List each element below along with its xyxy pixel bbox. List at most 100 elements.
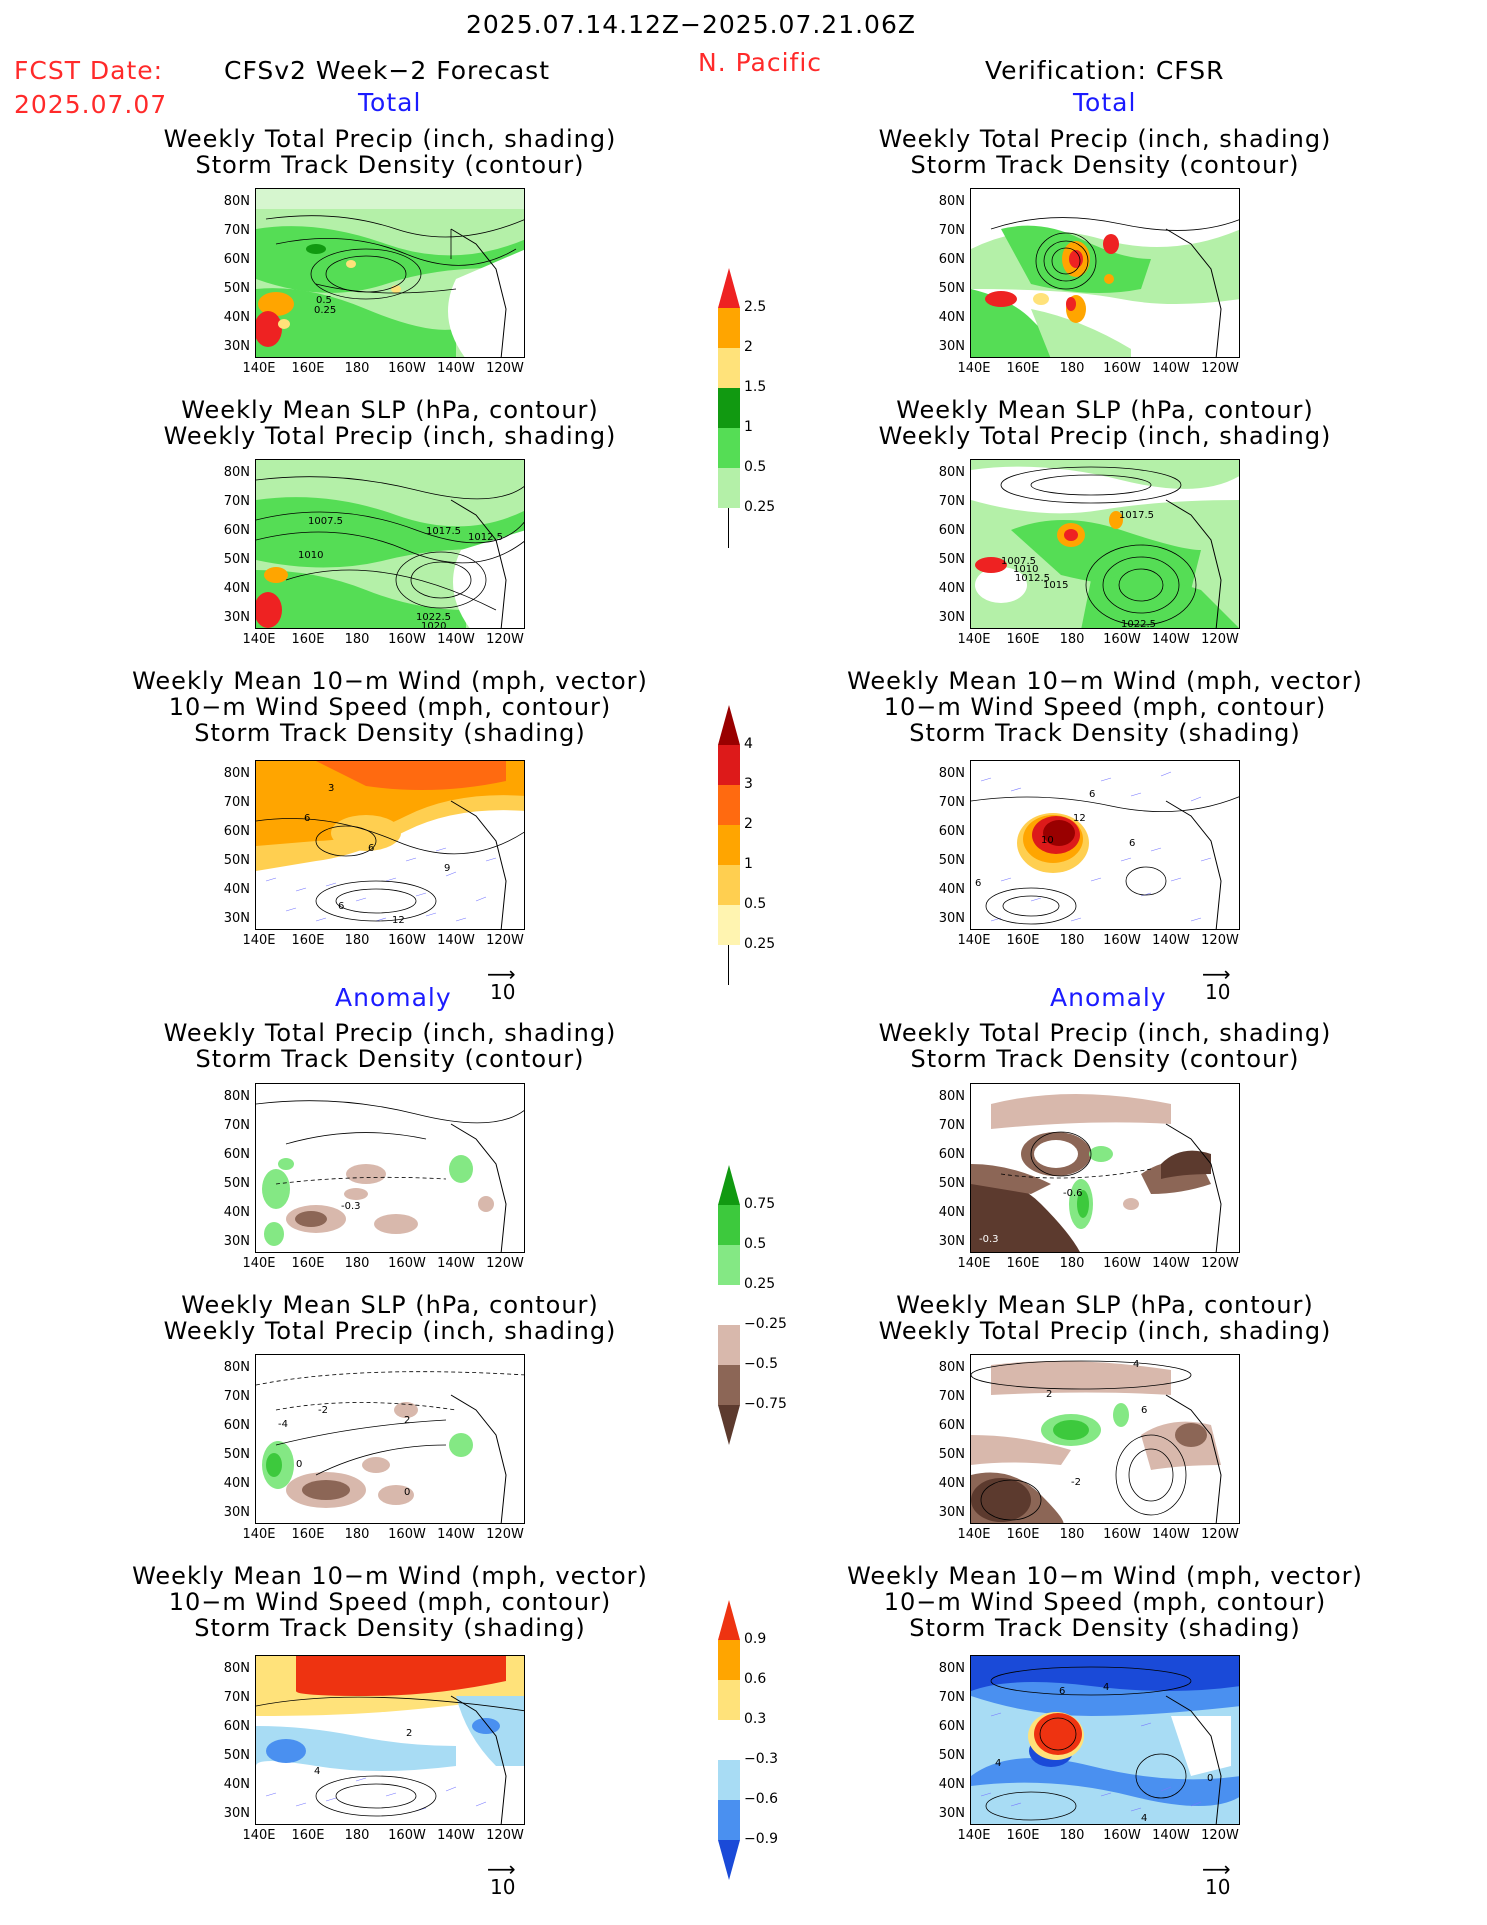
lon-tick-label: 140W	[437, 1256, 475, 1271]
contour-label: 0	[1207, 1773, 1213, 1784]
map-forecast-total-precip: 0.5 0.25	[255, 188, 525, 358]
lat-tick-label: 60N	[223, 1719, 250, 1734]
right-p4-title: Weekly Total Precip (inch, shading) Stor…	[755, 1020, 1455, 1072]
colorbar-tick-label: 2	[744, 339, 753, 355]
lon-tick-label: 160E	[291, 1828, 325, 1843]
contour-label: 2	[1046, 1389, 1052, 1400]
lat-tick-label: 70N	[223, 1690, 250, 1705]
contour-label: 4	[1141, 1813, 1147, 1824]
lat-tick-label: 50N	[223, 1176, 250, 1191]
title-line: Weekly Total Precip (inch, shading)	[878, 1019, 1332, 1047]
lat-tick-label: 70N	[938, 795, 965, 810]
map-graphic: 4 2 6 -2	[971, 1355, 1239, 1523]
contour-label: 6	[1129, 838, 1135, 849]
title-line: Storm Track Density (shading)	[194, 1614, 586, 1642]
lon-tick-label: 180	[1059, 632, 1085, 647]
contour-label: 6	[975, 878, 981, 889]
lon-tick-label: 160W	[388, 1828, 426, 1843]
lat-tick-label: 50N	[938, 552, 965, 567]
colorbar-segment	[718, 905, 740, 945]
colorbar-segment	[728, 508, 730, 548]
vector-reference-value: 10	[1205, 980, 1231, 1004]
contour-label: 1010	[1013, 564, 1038, 575]
lon-tick-label: 180	[344, 1256, 370, 1271]
map-graphic: 1017.5 1007.5 1010 1012.5 1015 1022.5	[971, 460, 1239, 628]
lon-tick-label: 120W	[1201, 1828, 1239, 1843]
colorbar-tick-label: 2.5	[744, 299, 767, 315]
lon-tick-label: 120W	[1201, 632, 1239, 647]
title-line: Storm Track Density (shading)	[194, 719, 586, 747]
colorbar-tick-label: 2	[744, 816, 753, 832]
lat-tick-label: 80N	[223, 1661, 250, 1676]
vector-reference-arrow: ⟶	[487, 1857, 516, 1881]
lat-tick-label: 50N	[223, 552, 250, 567]
contour-label: 1017.5	[1119, 510, 1154, 521]
contour-label: -2	[1071, 1477, 1081, 1488]
map-graphic: -0.3	[256, 1084, 524, 1252]
lon-tick-label: 140W	[1152, 1527, 1190, 1542]
colorbar-segment	[718, 1600, 740, 1640]
colorbar-segment	[718, 705, 740, 745]
lat-tick-label: 80N	[938, 1360, 965, 1375]
lon-tick-label: 160W	[388, 632, 426, 647]
lat-tick-label: 50N	[938, 1447, 965, 1462]
lat-tick-label: 30N	[938, 1234, 965, 1249]
colorbar-tick-label: 4	[744, 736, 753, 752]
lon-tick-label: 160W	[388, 1256, 426, 1271]
title-line: Storm Track Density (contour)	[195, 1045, 585, 1073]
map-verification-total-precip	[970, 188, 1240, 358]
lon-tick-label: 160W	[1103, 1256, 1141, 1271]
map-graphic: 12 10 6 6 6	[971, 761, 1239, 929]
contour-label: 6	[368, 843, 374, 854]
colorbar-segment	[728, 945, 730, 985]
map-verification-anomaly-wind: 6 4 4 4 0	[970, 1655, 1240, 1825]
contour-label: -0.3	[979, 1234, 999, 1245]
lat-tick-label: 60N	[938, 1147, 965, 1162]
lon-tick-label: 180	[344, 361, 370, 376]
colorbar-segment	[718, 1680, 740, 1720]
lon-tick-label: 120W	[1201, 1256, 1239, 1271]
contour-label: 1010	[298, 550, 323, 561]
lon-tick-label: 160E	[291, 1527, 325, 1542]
colorbar-tick-label: −0.6	[744, 1791, 778, 1807]
lat-tick-label: 30N	[223, 1505, 250, 1520]
lon-tick-label: 140W	[1152, 933, 1190, 948]
lon-tick-label: 160W	[388, 1527, 426, 1542]
map-forecast-anomaly-precip: -0.3	[255, 1083, 525, 1253]
colorbar-tick-label: 0.3	[744, 1711, 767, 1727]
contour-label: 10	[1041, 835, 1054, 846]
lon-tick-label: 140E	[957, 1828, 991, 1843]
map-graphic: -4 0 -2 2 0	[256, 1355, 524, 1523]
lat-tick-label: 50N	[938, 281, 965, 296]
lat-tick-label: 60N	[223, 252, 250, 267]
colorbar-segment	[718, 1325, 740, 1365]
lat-tick-label: 80N	[223, 465, 250, 480]
lat-tick-label: 80N	[938, 1089, 965, 1104]
lat-tick-label: 80N	[938, 194, 965, 209]
left-p3-title: Weekly Mean 10−m Wind (mph, vector) 10−m…	[40, 668, 740, 746]
contour-label: 3	[328, 783, 334, 794]
map-graphic	[971, 189, 1239, 357]
contour-label: 4	[1133, 1359, 1139, 1370]
lat-tick-label: 50N	[938, 853, 965, 868]
colorbar-storm-total: 4 3 2 1 0.5 0.25	[718, 705, 775, 985]
title-line: Weekly Total Precip (inch, shading)	[163, 1317, 617, 1345]
colorbar-segment	[718, 268, 740, 308]
left-total-label: Total	[358, 88, 422, 117]
lat-tick-label: 30N	[223, 911, 250, 926]
title-line: Weekly Mean SLP (hPa, contour)	[181, 396, 599, 424]
right-column-title: Verification: CFSR	[985, 56, 1225, 85]
lon-tick-label: 160E	[1006, 1256, 1040, 1271]
lat-tick-label: 60N	[938, 824, 965, 839]
title-line: Storm Track Density (contour)	[195, 151, 585, 179]
contour-label: 6	[338, 901, 344, 912]
lon-tick-label: 160W	[1103, 1527, 1141, 1542]
lat-tick-label: 60N	[938, 1719, 965, 1734]
lon-tick-label: 160E	[1006, 933, 1040, 948]
map-graphic: 0.5 0.25	[256, 189, 524, 357]
lon-tick-label: 180	[344, 1828, 370, 1843]
lon-tick-label: 120W	[486, 1256, 524, 1271]
map-graphic: 1007.5 1010 1017.5 1012.5 1022.5 1020	[256, 460, 524, 628]
contour-label: -4	[278, 1419, 288, 1430]
lat-tick-label: 60N	[938, 1418, 965, 1433]
